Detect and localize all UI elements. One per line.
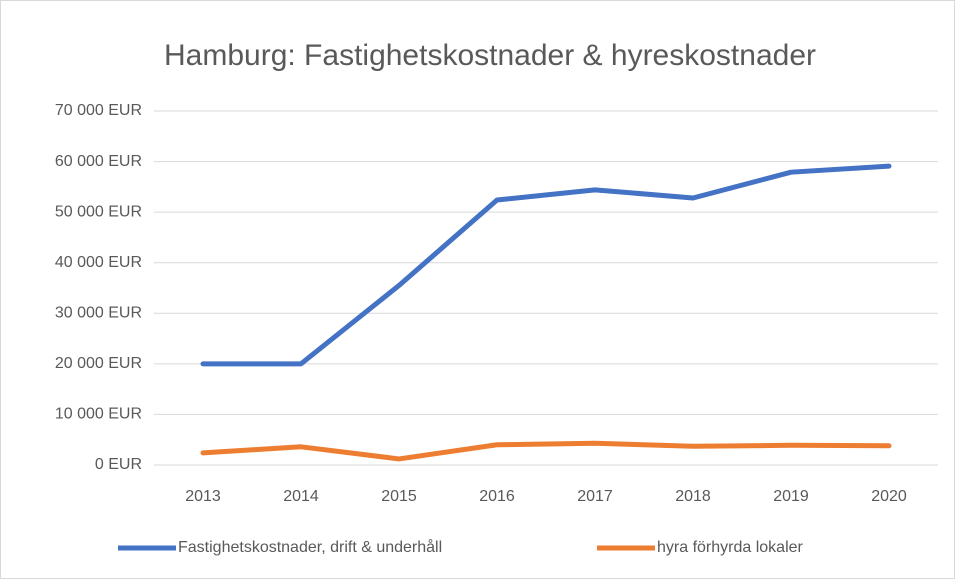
y-tick-label: 40 000 EUR xyxy=(55,254,142,271)
x-tick-label: 2019 xyxy=(773,488,809,505)
x-tick-label: 2013 xyxy=(185,488,221,505)
x-tick-label: 2014 xyxy=(283,488,319,505)
y-tick-label: 70 000 EUR xyxy=(55,102,142,119)
y-tick-label: 20 000 EUR xyxy=(55,355,142,372)
y-tick-label: 10 000 EUR xyxy=(55,406,142,423)
y-tick-label: 0 EUR xyxy=(95,456,142,473)
y-tick-label: 60 000 EUR xyxy=(55,153,142,170)
legend-label: hyra förhyrda lokaler xyxy=(657,539,804,556)
x-tick-label: 2016 xyxy=(479,488,515,505)
y-tick-label: 50 000 EUR xyxy=(55,203,142,220)
x-tick-label: 2017 xyxy=(577,488,613,505)
series-line xyxy=(200,440,892,462)
x-tick-label: 2020 xyxy=(871,488,907,505)
series-line xyxy=(200,163,892,367)
y-tick-label: 30 000 EUR xyxy=(55,305,142,322)
x-tick-label: 2018 xyxy=(675,488,711,505)
x-tick-label: 2015 xyxy=(381,488,417,505)
legend-label: Fastighetskostnader, drift & underhåll xyxy=(178,538,442,556)
chart-title: Hamburg: Fastighetskostnader & hyreskost… xyxy=(164,39,816,72)
